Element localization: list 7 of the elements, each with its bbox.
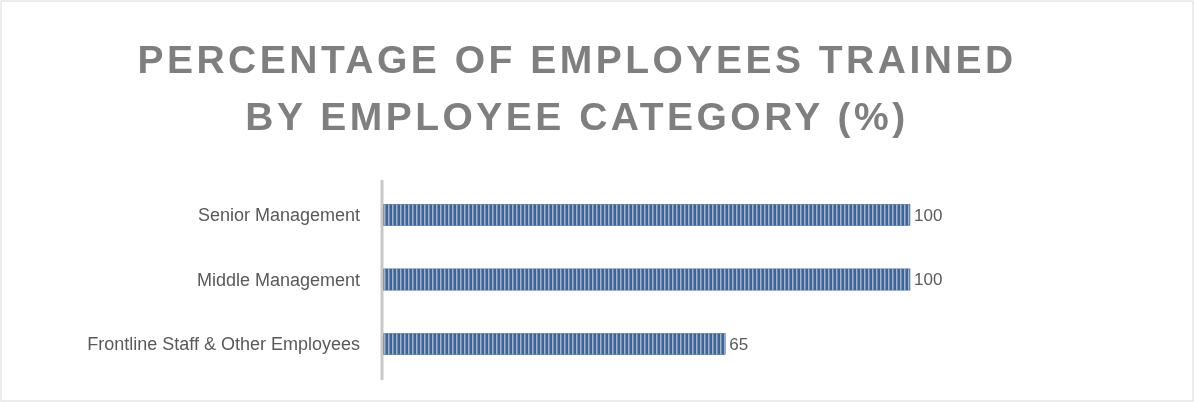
y-tick-label: Middle Management	[196, 269, 360, 290]
y-tick-label: Senior Management	[197, 205, 360, 226]
chart-title: PERCENTAGE OF EMPLOYEES TRAINED BY EMPLOYEE CATEGORY (%)	[137, 38, 1017, 138]
data-label: 100	[914, 270, 943, 290]
y-tick-label: Frontline Staff & Other Employees	[87, 334, 360, 355]
data-label: 100	[914, 205, 943, 225]
data-label: 65	[729, 335, 749, 354]
